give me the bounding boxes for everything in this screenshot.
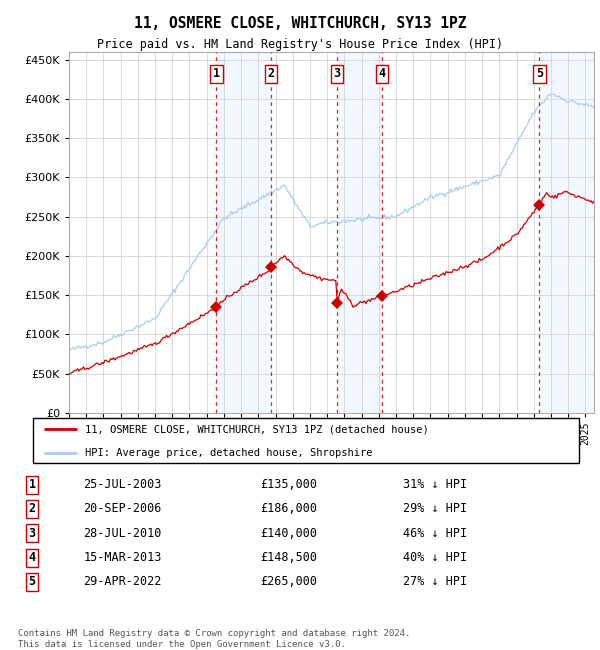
Text: 11, OSMERE CLOSE, WHITCHURCH, SY13 1PZ (detached house): 11, OSMERE CLOSE, WHITCHURCH, SY13 1PZ (… (85, 424, 429, 434)
Bar (337, 52, 382, 413)
Text: 15-MAR-2013: 15-MAR-2013 (83, 551, 161, 564)
Text: 4: 4 (29, 551, 35, 564)
Text: 40% ↓ HPI: 40% ↓ HPI (403, 551, 467, 564)
Text: Price paid vs. HM Land Registry's House Price Index (HPI): Price paid vs. HM Land Registry's House … (97, 38, 503, 51)
Text: 2: 2 (267, 68, 274, 81)
Text: £186,000: £186,000 (260, 502, 317, 515)
Text: 29-APR-2022: 29-APR-2022 (83, 575, 161, 588)
Text: 28-JUL-2010: 28-JUL-2010 (83, 526, 161, 539)
Text: £265,000: £265,000 (260, 575, 317, 588)
Text: 25-JUL-2003: 25-JUL-2003 (83, 478, 161, 491)
Text: 27% ↓ HPI: 27% ↓ HPI (403, 575, 467, 588)
Bar (539, 52, 594, 413)
Bar (217, 52, 271, 413)
Text: £148,500: £148,500 (260, 551, 317, 564)
Text: 5: 5 (536, 68, 543, 81)
Text: 29% ↓ HPI: 29% ↓ HPI (403, 502, 467, 515)
Text: 46% ↓ HPI: 46% ↓ HPI (403, 526, 467, 539)
Text: 11, OSMERE CLOSE, WHITCHURCH, SY13 1PZ: 11, OSMERE CLOSE, WHITCHURCH, SY13 1PZ (134, 16, 466, 31)
Text: 4: 4 (379, 68, 386, 81)
Text: 20-SEP-2006: 20-SEP-2006 (83, 502, 161, 515)
Text: Contains HM Land Registry data © Crown copyright and database right 2024.
This d: Contains HM Land Registry data © Crown c… (18, 629, 410, 649)
Text: 3: 3 (29, 526, 35, 539)
Text: 5: 5 (29, 575, 35, 588)
Text: 1: 1 (29, 478, 35, 491)
Text: £135,000: £135,000 (260, 478, 317, 491)
Text: 3: 3 (334, 68, 341, 81)
Text: 1: 1 (213, 68, 220, 81)
Text: £140,000: £140,000 (260, 526, 317, 539)
Text: 31% ↓ HPI: 31% ↓ HPI (403, 478, 467, 491)
Text: HPI: Average price, detached house, Shropshire: HPI: Average price, detached house, Shro… (85, 448, 373, 458)
FancyBboxPatch shape (33, 418, 579, 463)
Text: 2: 2 (29, 502, 35, 515)
